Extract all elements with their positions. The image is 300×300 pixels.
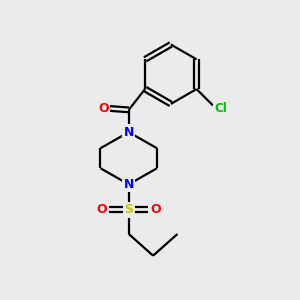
Text: O: O (150, 203, 161, 216)
Text: Cl: Cl (214, 102, 227, 115)
Text: N: N (124, 178, 134, 191)
Text: O: O (97, 203, 107, 216)
Text: O: O (98, 102, 109, 115)
Text: N: N (124, 126, 134, 139)
Text: S: S (124, 203, 133, 216)
